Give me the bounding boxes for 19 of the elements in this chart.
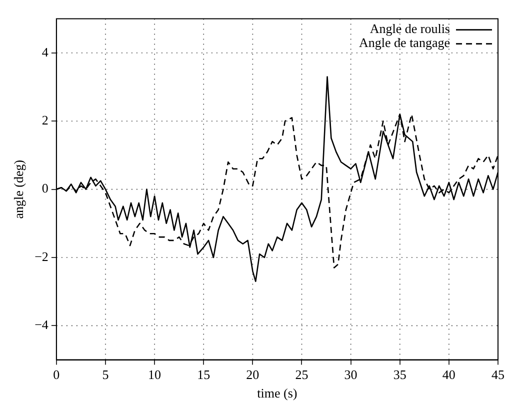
x-tick-label: 25 [295,367,308,382]
x-tick-label: 0 [53,367,60,382]
x-tick-label: 20 [246,367,260,382]
x-tick-label: 10 [148,367,162,382]
y-tick-label: −4 [34,317,49,332]
x-tick-label: 5 [102,367,109,382]
x-tick-label: 35 [393,367,406,382]
x-tick-label: 15 [197,367,210,382]
x-axis-title: time (s) [257,386,298,401]
legend-label: Angle de tangage [359,35,450,50]
y-axis-title: angle (deg) [11,160,26,219]
legend-label: Angle de roulis [370,21,450,36]
y-tick-label: 4 [42,44,49,60]
x-tick-label: 30 [344,367,358,382]
x-tick-label: 45 [492,367,504,382]
x-tick-label: 40 [442,367,456,382]
y-tick-label: 2 [42,112,48,128]
y-tick-label: 0 [42,180,48,196]
y-tick-label: −2 [34,248,48,264]
